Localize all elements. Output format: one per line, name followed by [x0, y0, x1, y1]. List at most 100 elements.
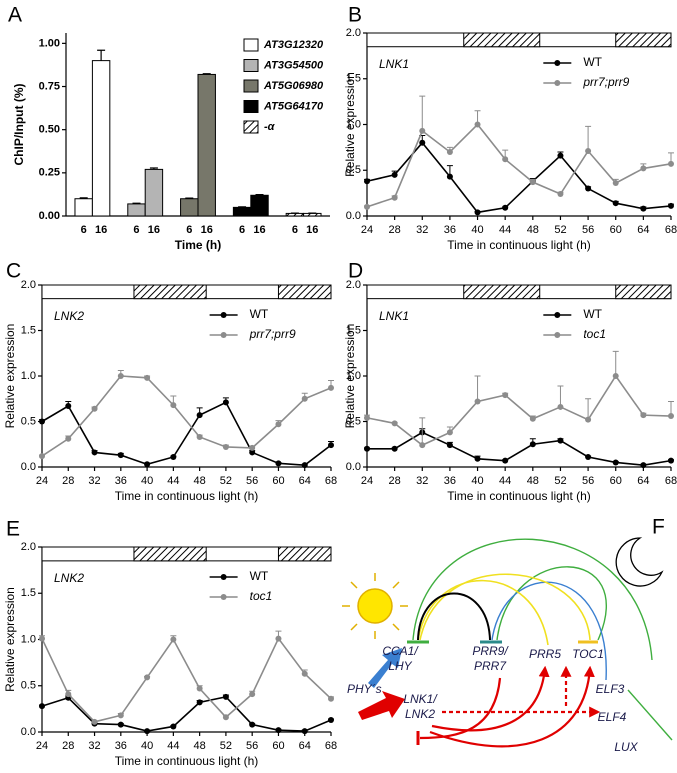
node-label: PRR5	[529, 647, 561, 661]
point	[65, 435, 72, 442]
x-tick-label: 32	[416, 224, 428, 236]
legend-label: prr7;prr9	[249, 327, 296, 341]
night-band	[133, 284, 207, 300]
x-tick-label: 24	[361, 475, 373, 487]
series-line	[366, 141, 672, 214]
legend-marker	[220, 574, 227, 580]
y-tick-label: 0.75	[39, 80, 60, 92]
point	[249, 449, 256, 456]
x-tick-label: 52	[220, 475, 232, 487]
point	[502, 392, 509, 399]
y-axis-label: Relative expression	[343, 72, 357, 177]
point	[328, 384, 334, 391]
x-axis-label: Time in continuous light (h)	[115, 754, 259, 768]
y-axis-label: Relative expression	[3, 324, 17, 429]
x-tick-label: 68	[665, 224, 677, 236]
x-tick-label: 68	[325, 475, 337, 487]
point	[612, 180, 619, 187]
x-tick-label: 6	[81, 224, 87, 236]
node-label: PHY´s	[347, 682, 382, 696]
x-tick-label: 36	[444, 475, 456, 487]
legend-label: toc1	[583, 327, 606, 341]
legend-label: AT3G12320	[263, 39, 324, 51]
x-tick-label: 28	[62, 740, 74, 752]
y-tick-label: 0.0	[346, 210, 361, 222]
red-repression	[419, 677, 502, 740]
x-tick-label: 64	[299, 475, 311, 487]
point	[612, 459, 619, 466]
x-tick-label: 40	[141, 475, 153, 487]
point	[364, 203, 370, 210]
night-band	[615, 284, 672, 300]
x-tick-label: 64	[299, 740, 311, 752]
point	[39, 418, 45, 425]
point	[301, 670, 308, 677]
point	[91, 718, 98, 725]
x-tick-label: 6	[133, 224, 139, 236]
legend-marker	[554, 312, 561, 318]
x-tick-label: 56	[246, 740, 258, 752]
bar	[180, 198, 199, 217]
x-tick-label: 36	[115, 475, 127, 487]
yellow-arc	[417, 579, 549, 646]
point	[668, 457, 674, 464]
point	[585, 416, 592, 423]
x-axis-label: Time (h)	[175, 238, 221, 252]
point	[419, 442, 426, 449]
point	[391, 420, 398, 427]
point	[668, 160, 674, 167]
x-tick-label: 24	[361, 224, 373, 236]
point	[170, 723, 177, 730]
x-tick-label: 48	[194, 740, 206, 752]
point	[170, 636, 177, 643]
x-tick-label: 32	[416, 475, 428, 487]
x-tick-label: 16	[95, 224, 107, 236]
point	[39, 635, 45, 642]
x-tick-label: 60	[610, 224, 622, 236]
x-tick-label: 24	[36, 740, 48, 752]
y-tick-label: 0.00	[39, 210, 60, 222]
y-axis-label: Relative expression	[3, 587, 17, 692]
series-line	[366, 123, 672, 208]
y-tick-label: 0.5	[346, 164, 361, 176]
point	[668, 202, 674, 209]
panel-letter: E	[6, 518, 20, 541]
point	[502, 156, 509, 163]
network-diagram: F CCA1/LHY PRR9/PRR7 PRR5 TOC1 PHY´s LNK1/LNK2…	[342, 516, 673, 754]
node-label: LNK1/	[403, 692, 438, 706]
point	[196, 699, 203, 706]
y-axis-label: ChIP/Input (%)	[12, 84, 26, 166]
bar	[232, 206, 252, 217]
point	[446, 429, 453, 436]
x-tick-label: 16	[148, 224, 160, 236]
bar	[74, 198, 93, 217]
sun-icon	[342, 573, 408, 639]
point	[529, 415, 536, 422]
x-tick-label: 64	[637, 475, 649, 487]
point	[529, 179, 536, 186]
panel-letter: A	[8, 4, 22, 27]
error-bar	[238, 206, 247, 208]
point	[364, 178, 370, 185]
point	[391, 445, 398, 452]
legend-label: WT	[250, 569, 269, 583]
point	[585, 185, 592, 192]
legend-swatch	[243, 59, 259, 72]
x-tick-label: 48	[527, 475, 539, 487]
legend-label: WT	[583, 307, 602, 321]
gene-label: LNK1	[379, 57, 409, 71]
green-line	[627, 689, 673, 741]
point	[640, 165, 647, 172]
x-tick-label: 68	[665, 475, 677, 487]
x-tick-label: 52	[554, 224, 566, 236]
red-arrow	[358, 691, 405, 720]
point	[275, 460, 282, 467]
legend-label: prr7;prr9	[582, 75, 629, 89]
point	[474, 209, 481, 216]
y-tick-label: 1.5	[21, 324, 36, 336]
x-tick-label: 28	[62, 475, 74, 487]
y-tick-label: 0.50	[39, 124, 60, 136]
point	[446, 148, 453, 155]
green-arc	[496, 566, 607, 641]
